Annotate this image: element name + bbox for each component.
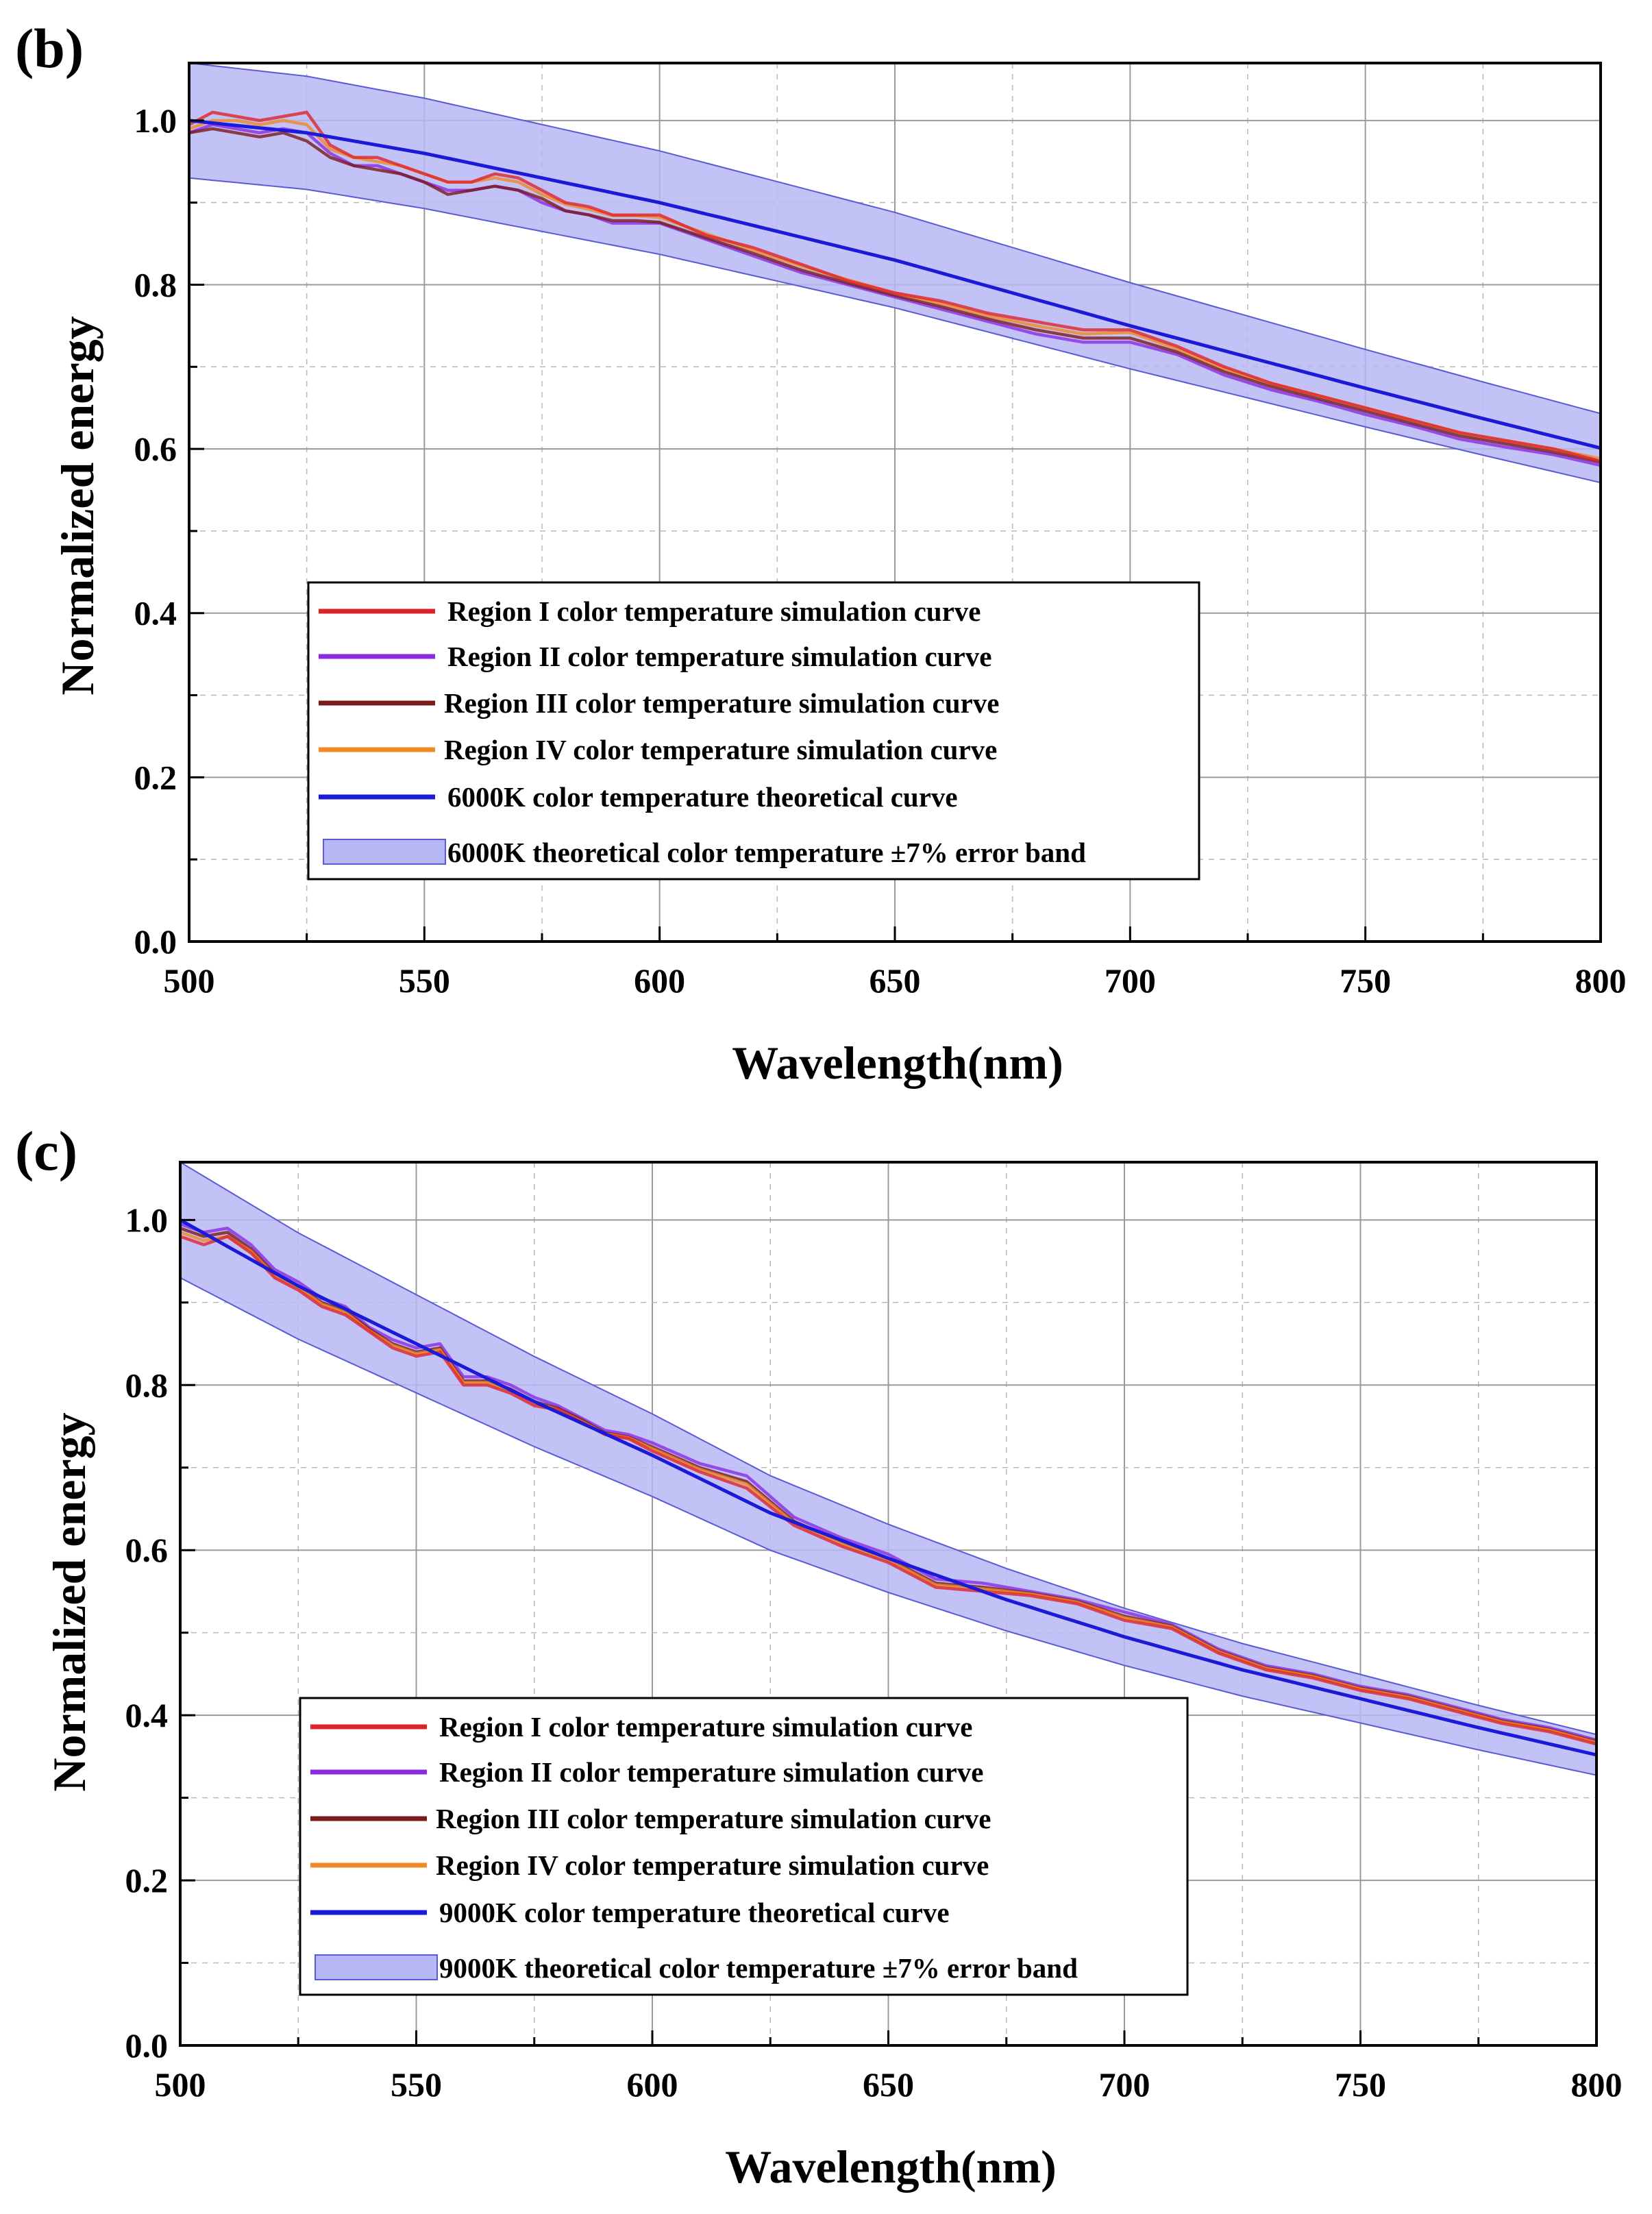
y-tick-label-0.8-c: 0.8 (125, 1366, 169, 1404)
x-tick-label-800-c: 800 (1571, 2065, 1623, 2104)
x-tick-label-500-c: 500 (155, 2065, 206, 2104)
series-b (188, 110, 1601, 467)
y-tick-label-0-c: 0.0 (125, 2026, 169, 2065)
x-tick-label-700-c: 700 (1099, 2065, 1150, 2104)
legend-label-band-b: 6000K theoretical color temperature ±7% … (447, 837, 1086, 868)
x-tick-label-600-b: 600 (634, 961, 685, 1000)
legend-label-band-c: 9000K theoretical color temperature ±7% … (439, 1952, 1078, 1984)
x-tick-label-750-b: 750 (1340, 961, 1391, 1000)
legend-label-theoretical-c: 9000K color temperature theoretical curv… (439, 1897, 950, 1928)
legend-label-region-3-b: Region III color temperature simulation … (444, 687, 999, 719)
y-axis-title-c: Normalized energy (43, 1412, 95, 1791)
x-tick-label-650-c: 650 (863, 2065, 914, 2104)
ticks-c: 500 550 600 650 700 750 800 0.0 0.2 0.4 0.6 0.8 1.0 (125, 1201, 1623, 2104)
y-tick-label-1-b: 1.0 (134, 101, 177, 140)
legend-swatch-band-b (323, 839, 446, 865)
legend-label-region-1-b: Region I color temperature simulation cu… (447, 595, 981, 627)
x-tick-label-650-b: 650 (870, 961, 921, 1000)
x-tick-label-800-b: 800 (1575, 961, 1627, 1000)
y-tick-label-0.4-b: 0.4 (134, 594, 177, 632)
panel-c: (c) 500 550 600 650 700 750 800 0.0 0.2 0.4 0.6 0.8… (15, 1120, 1623, 2193)
legend-b: Region I color temperature simulation cu… (307, 581, 1200, 881)
theoretical-curve-b (188, 119, 1601, 450)
x-tick-label-550-b: 550 (399, 961, 450, 1000)
y-tick-label-0.6-c: 0.6 (125, 1531, 169, 1569)
x-tick-label-550-c: 550 (391, 2065, 442, 2104)
legend-label-region-1-c: Region I color temperature simulation cu… (439, 1711, 973, 1743)
legend-label-region-3-c: Region III color temperature simulation … (436, 1803, 991, 1834)
y-tick-label-1-c: 1.0 (125, 1201, 169, 1239)
y-tick-label-0.2-b: 0.2 (134, 758, 177, 796)
panel-label-b: (b) (15, 17, 84, 79)
series-c (179, 1218, 1597, 1757)
y-tick-label-0-b: 0.0 (134, 922, 177, 961)
x-axis-title-b: Wavelength(nm) (732, 1037, 1063, 1089)
y-tick-label-0.2-c: 0.2 (125, 1861, 169, 1899)
legend-c: Region I color temperature simulation cu… (299, 1697, 1189, 1996)
x-tick-label-750-c: 750 (1335, 2065, 1386, 2104)
legend-label-region-4-c: Region IV color temperature simulation c… (436, 1849, 989, 1881)
legend-label-region-2-c: Region II color temperature simulation c… (439, 1756, 983, 1788)
y-axis-title-b: Normalized energy (51, 316, 103, 695)
legend-label-region-4-b: Region IV color temperature simulation c… (444, 734, 997, 765)
ticks-b: 500 550 600 650 700 750 800 0.0 0.2 0.4 0.6 0.8 1.0 (134, 101, 1627, 1000)
legend-label-theoretical-b: 6000K color temperature theoretical curv… (447, 781, 958, 813)
legend-swatch-band-c (315, 1954, 438, 1980)
x-axis-title-c: Wavelength(nm) (725, 2141, 1057, 2193)
theoretical-curve-c (179, 1218, 1597, 1757)
x-tick-label-600-c: 600 (627, 2065, 678, 2104)
legend-box-b (307, 581, 1200, 881)
legend-label-region-2-b: Region II color temperature simulation c… (447, 641, 991, 672)
x-tick-label-500-b: 500 (164, 961, 215, 1000)
panel-b: (b) 500 550 600 650 700 750 800 0.0 0.2 0.4 0.6 0.8… (15, 17, 1627, 1089)
y-tick-label-0.6-b: 0.6 (134, 430, 177, 468)
y-tick-label-0.8-b: 0.8 (134, 265, 177, 304)
panel-label-c: (c) (15, 1120, 77, 1182)
x-tick-label-700-b: 700 (1105, 961, 1156, 1000)
y-tick-label-0.4-c: 0.4 (125, 1696, 169, 1734)
legend-box-c (299, 1697, 1189, 1996)
